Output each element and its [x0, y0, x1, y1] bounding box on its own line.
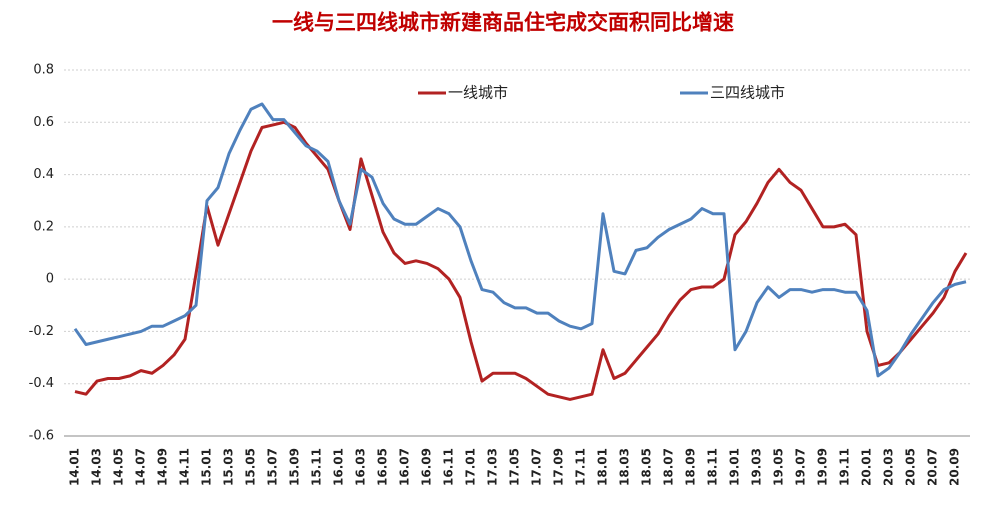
x-tick-label: 20.07 [926, 448, 940, 486]
x-tick-label: 19.05 [772, 448, 786, 486]
y-tick-label: 0.6 [33, 115, 54, 130]
legend-label: 一线城市 [448, 84, 508, 102]
x-tick-label: 17.09 [552, 448, 566, 486]
x-tick-label: 19.11 [838, 448, 852, 486]
x-tick-label: 15.01 [200, 448, 214, 486]
x-tick-label: 19.03 [750, 448, 764, 486]
x-tick-label: 16.09 [420, 448, 434, 486]
x-tick-label: 18.05 [640, 448, 654, 486]
x-tick-label: 16.03 [354, 448, 368, 486]
y-tick-label: 0.4 [33, 167, 54, 182]
x-tick-label: 14.09 [156, 448, 170, 486]
x-tick-label: 18.09 [684, 448, 698, 486]
x-tick-label: 19.01 [728, 448, 742, 486]
y-tick-label: 0 [46, 272, 54, 287]
series-line [73, 102, 967, 378]
x-tick-label: 19.07 [794, 448, 808, 486]
x-tick-label: 18.11 [706, 448, 720, 486]
x-tick-label: 17.01 [464, 448, 478, 486]
x-tick-label: 16.07 [398, 448, 412, 486]
x-tick-label: 14.07 [134, 448, 148, 486]
x-tick-label: 17.07 [530, 448, 544, 486]
y-tick-label: -0.2 [29, 324, 54, 339]
x-tick-label: 14.11 [178, 448, 192, 486]
x-tick-label: 14.01 [68, 448, 82, 486]
x-tick-label: 15.09 [288, 448, 302, 486]
x-tick-label: 16.11 [442, 448, 456, 486]
x-tick-label: 18.01 [596, 448, 610, 486]
y-tick-label: 0.8 [33, 63, 54, 78]
y-tick-label: -0.4 [29, 376, 54, 391]
x-tick-label: 15.07 [266, 448, 280, 486]
x-tick-label: 17.11 [574, 448, 588, 486]
legend-label: 三四线城市 [710, 84, 785, 102]
chart-title: 一线与三四线城市新建商品住宅成交面积同比增速 [272, 10, 734, 35]
x-tick-label: 17.05 [508, 448, 522, 486]
series-line [74, 120, 968, 401]
x-tick-label: 14.03 [90, 448, 104, 486]
y-tick-label: 0.2 [33, 219, 54, 234]
x-tick-label: 20.03 [882, 448, 896, 486]
x-tick-label: 17.03 [486, 448, 500, 486]
x-tick-label: 16.01 [332, 448, 346, 486]
x-tick-label: 20.05 [904, 448, 918, 486]
x-tick-label: 15.05 [244, 448, 258, 486]
x-tick-label: 14.05 [112, 448, 126, 486]
x-tick-label: 15.03 [222, 448, 236, 486]
x-tick-label: 20.01 [860, 448, 874, 486]
x-tick-label: 15.11 [310, 448, 324, 486]
x-tick-label: 20.09 [948, 448, 962, 486]
x-tick-label: 16.05 [376, 448, 390, 486]
x-tick-label: 19.09 [816, 448, 830, 486]
y-tick-label: -0.6 [29, 429, 54, 444]
x-tick-label: 18.03 [618, 448, 632, 486]
x-tick-label: 18.07 [662, 448, 676, 486]
